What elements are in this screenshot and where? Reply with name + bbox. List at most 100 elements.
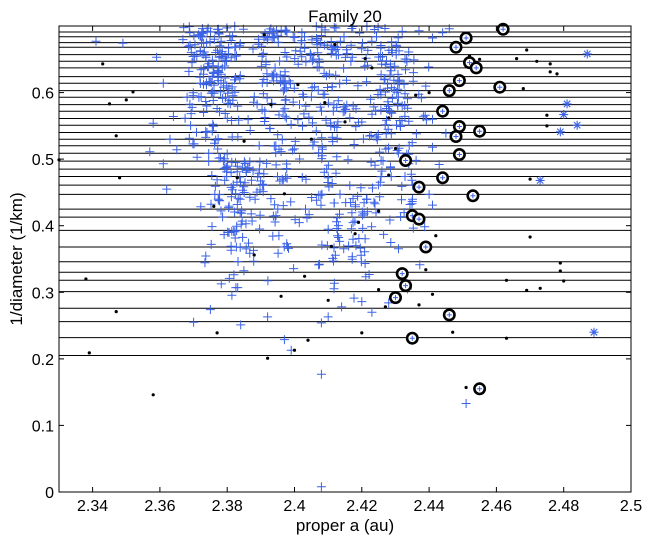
circle-marker-0 (496, 22, 510, 36)
plot-frame (58, 25, 632, 493)
plus-marker-579 (370, 199, 380, 209)
plus-marker-597 (377, 166, 387, 176)
plus-marker-503 (320, 40, 330, 50)
plus-marker-703 (403, 94, 412, 104)
plus-marker-593 (382, 115, 391, 125)
plus-marker-704 (390, 61, 400, 71)
plus-marker-324 (284, 243, 293, 253)
plus-marker-140 (230, 87, 240, 97)
plus-marker-663 (362, 77, 372, 87)
plus-marker-533 (358, 223, 368, 233)
plus-marker-154 (195, 46, 205, 56)
plus-marker-256 (239, 182, 249, 192)
plus-marker-507 (304, 210, 314, 220)
plus-marker-356 (262, 158, 272, 168)
plus-marker-117 (178, 35, 188, 45)
plus-marker-718 (420, 222, 430, 232)
plus-marker-36 (215, 107, 224, 117)
plus-marker-252 (231, 283, 241, 293)
plus-marker-400 (261, 31, 271, 41)
plus-marker-207 (232, 200, 242, 209)
plus-marker-82 (186, 109, 196, 119)
plus-marker-444 (306, 92, 316, 102)
plus-marker-493 (326, 121, 336, 131)
circle-marker-21 (399, 279, 413, 293)
plus-marker-483 (340, 52, 350, 62)
dot-marker-29 (545, 124, 549, 128)
y-tick-label-2: 0.2 (32, 352, 54, 369)
plus-marker-654 (345, 113, 355, 123)
plus-marker-58 (220, 109, 230, 118)
plus-marker-567 (335, 236, 345, 246)
plus-marker-131 (192, 152, 202, 162)
plus-marker-706 (416, 93, 426, 103)
dot-marker-14 (292, 348, 297, 352)
plus-marker-363 (256, 61, 266, 71)
dot-marker-49 (252, 253, 256, 257)
plus-marker-218 (222, 167, 232, 177)
plus-marker-542 (367, 222, 377, 232)
plus-marker-472 (331, 168, 341, 178)
circle-marker-cross (399, 271, 405, 277)
plus-marker-234 (213, 194, 223, 204)
dot-marker-1 (124, 98, 128, 102)
plus-marker-110 (214, 29, 224, 39)
plus-marker-233 (196, 202, 206, 212)
plus-marker-760 (165, 134, 175, 144)
circle-marker-11 (449, 130, 463, 144)
plus-marker-404 (276, 77, 285, 87)
plus-marker-726 (381, 129, 391, 139)
dot-marker-21 (504, 336, 509, 340)
plus-marker-155 (216, 52, 226, 61)
plus-marker-759 (168, 112, 178, 121)
plus-marker-194 (206, 199, 216, 209)
plus-marker-527 (348, 194, 358, 204)
plus-marker-662 (375, 192, 385, 202)
dot-marker-31 (521, 87, 525, 91)
plus-marker-425 (310, 82, 319, 92)
plus-marker-319 (280, 71, 290, 81)
plus-marker-685 (392, 41, 402, 51)
plus-marker-168 (182, 92, 192, 102)
plus-marker-707 (421, 81, 431, 91)
y-tick-label-3: 0.3 (32, 285, 54, 302)
circle-marker-cross (500, 26, 506, 32)
plus-marker-600 (372, 32, 381, 42)
plus-marker-737 (411, 155, 421, 165)
dot-marker-28 (528, 177, 532, 181)
circle-marker-20 (395, 267, 409, 281)
plus-marker-184 (221, 163, 231, 173)
plus-marker-375 (280, 48, 290, 57)
plus-marker-490 (290, 136, 300, 146)
plus-marker-99 (220, 73, 230, 83)
plus-marker-556 (329, 278, 339, 288)
plus-marker-147 (199, 47, 209, 57)
plus-marker-47 (196, 92, 206, 102)
circle-marker-10 (473, 124, 487, 138)
plus-marker-751 (118, 38, 128, 48)
plus-marker-333 (257, 51, 267, 61)
x-tick-label-3: 2.4 (283, 498, 305, 515)
plus-marker-378 (258, 187, 268, 197)
plus-marker-170 (239, 266, 249, 276)
plus-marker-329 (275, 56, 285, 66)
plus-marker-299 (282, 52, 292, 62)
plus-marker-259 (200, 258, 210, 268)
plus-marker-382 (299, 92, 308, 102)
plus-marker-727 (424, 62, 434, 72)
plot-background (59, 26, 631, 492)
star-marker-5 (535, 175, 545, 185)
plus-marker-673 (371, 106, 381, 116)
plus-marker-774 (263, 312, 273, 322)
plus-marker-10 (209, 121, 218, 131)
dot-marker-36 (525, 48, 529, 52)
circle-marker-cross (423, 244, 429, 250)
dot-marker-15 (306, 338, 310, 342)
plus-marker-522 (323, 224, 333, 234)
dot-marker-66 (424, 268, 428, 272)
plus-marker-126 (180, 113, 190, 123)
circle-marker-19 (419, 240, 433, 254)
x-tick-label-2: 2.38 (212, 498, 243, 515)
plus-marker-167 (188, 91, 198, 101)
plus-marker-655 (387, 37, 397, 47)
